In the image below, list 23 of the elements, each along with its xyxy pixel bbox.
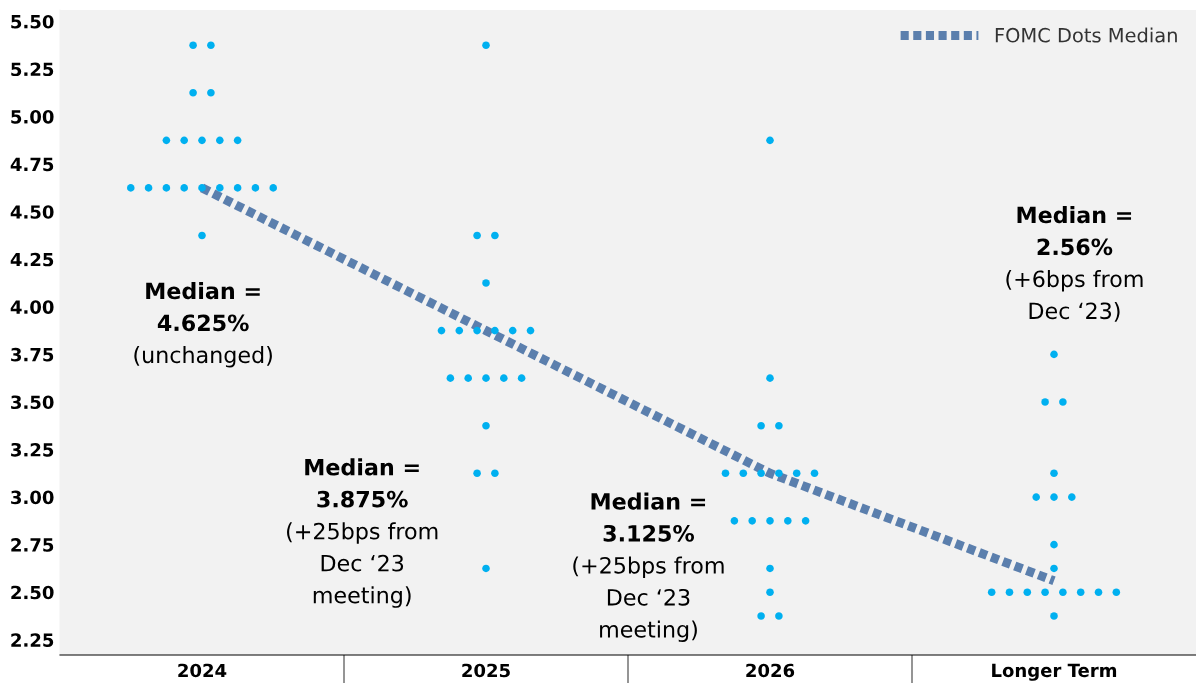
annotation: Median = 4.625% (unchanged): [134, 282, 272, 368]
legend-label: FOMC Dots Median: [995, 27, 1177, 43]
annotation: Median = 3.875% (+25bps from Dec ‘23 meeting): [287, 458, 438, 608]
y-tick-label: 2.75: [11, 538, 54, 552]
y-tick-label: 2.25: [11, 633, 54, 647]
y-tick-label: 2.50: [11, 585, 54, 600]
x-tick-label: 2025: [462, 663, 510, 678]
y-tick-label: 5.25: [11, 62, 54, 77]
x-tick-label: 2026: [746, 663, 795, 678]
y-tick-label: 3.25: [11, 442, 54, 457]
y-tick-label: 4.25: [10, 252, 54, 267]
annotation: Median = 3.125% (+25bps from Dec ‘23 meeting): [573, 492, 724, 643]
x-tick-label: 2024: [178, 663, 227, 678]
y-tick-label: 4.50: [10, 205, 54, 219]
y-tick-label: 4.00: [10, 300, 54, 314]
y-tick-label: 4.75: [10, 157, 54, 172]
annotation: Median = 2.56% (+6bps from Dec ‘23): [1006, 206, 1143, 322]
y-tick-label: 3.50: [11, 395, 54, 410]
x-tick-label: Longer Term: [992, 663, 1117, 681]
y-tick-label: 3.00: [11, 490, 54, 505]
y-tick-label: 3.75: [11, 347, 54, 362]
y-tick-label: 5.50: [11, 14, 54, 29]
y-tick-label: 5.00: [11, 110, 54, 124]
